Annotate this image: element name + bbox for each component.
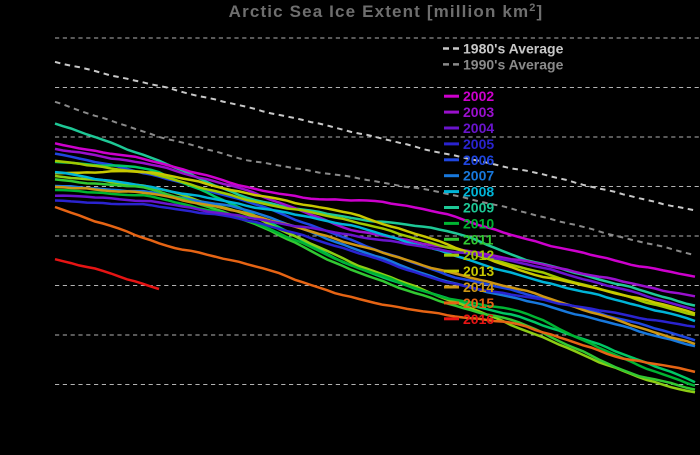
svg-text:2007: 2007 xyxy=(463,168,494,184)
svg-text:2004: 2004 xyxy=(463,120,494,136)
svg-text:2013: 2013 xyxy=(463,263,494,279)
svg-text:2002: 2002 xyxy=(463,88,494,104)
svg-text:2016: 2016 xyxy=(463,311,494,327)
svg-text:2012: 2012 xyxy=(463,247,494,263)
svg-text:Arctic Sea Ice Extent [million: Arctic Sea Ice Extent [million km2] xyxy=(229,2,544,21)
svg-text:2008: 2008 xyxy=(463,184,494,200)
svg-text:1990's Average: 1990's Average xyxy=(463,56,564,72)
svg-text:2015: 2015 xyxy=(463,295,494,311)
svg-text:1980's Average: 1980's Average xyxy=(463,41,564,57)
svg-text:2010: 2010 xyxy=(463,215,494,231)
svg-text:2005: 2005 xyxy=(463,136,494,152)
svg-text:2003: 2003 xyxy=(463,104,494,120)
svg-text:2009: 2009 xyxy=(463,200,494,216)
svg-text:2011: 2011 xyxy=(463,231,494,247)
svg-text:2014: 2014 xyxy=(463,279,494,295)
svg-text:2006: 2006 xyxy=(463,152,494,168)
